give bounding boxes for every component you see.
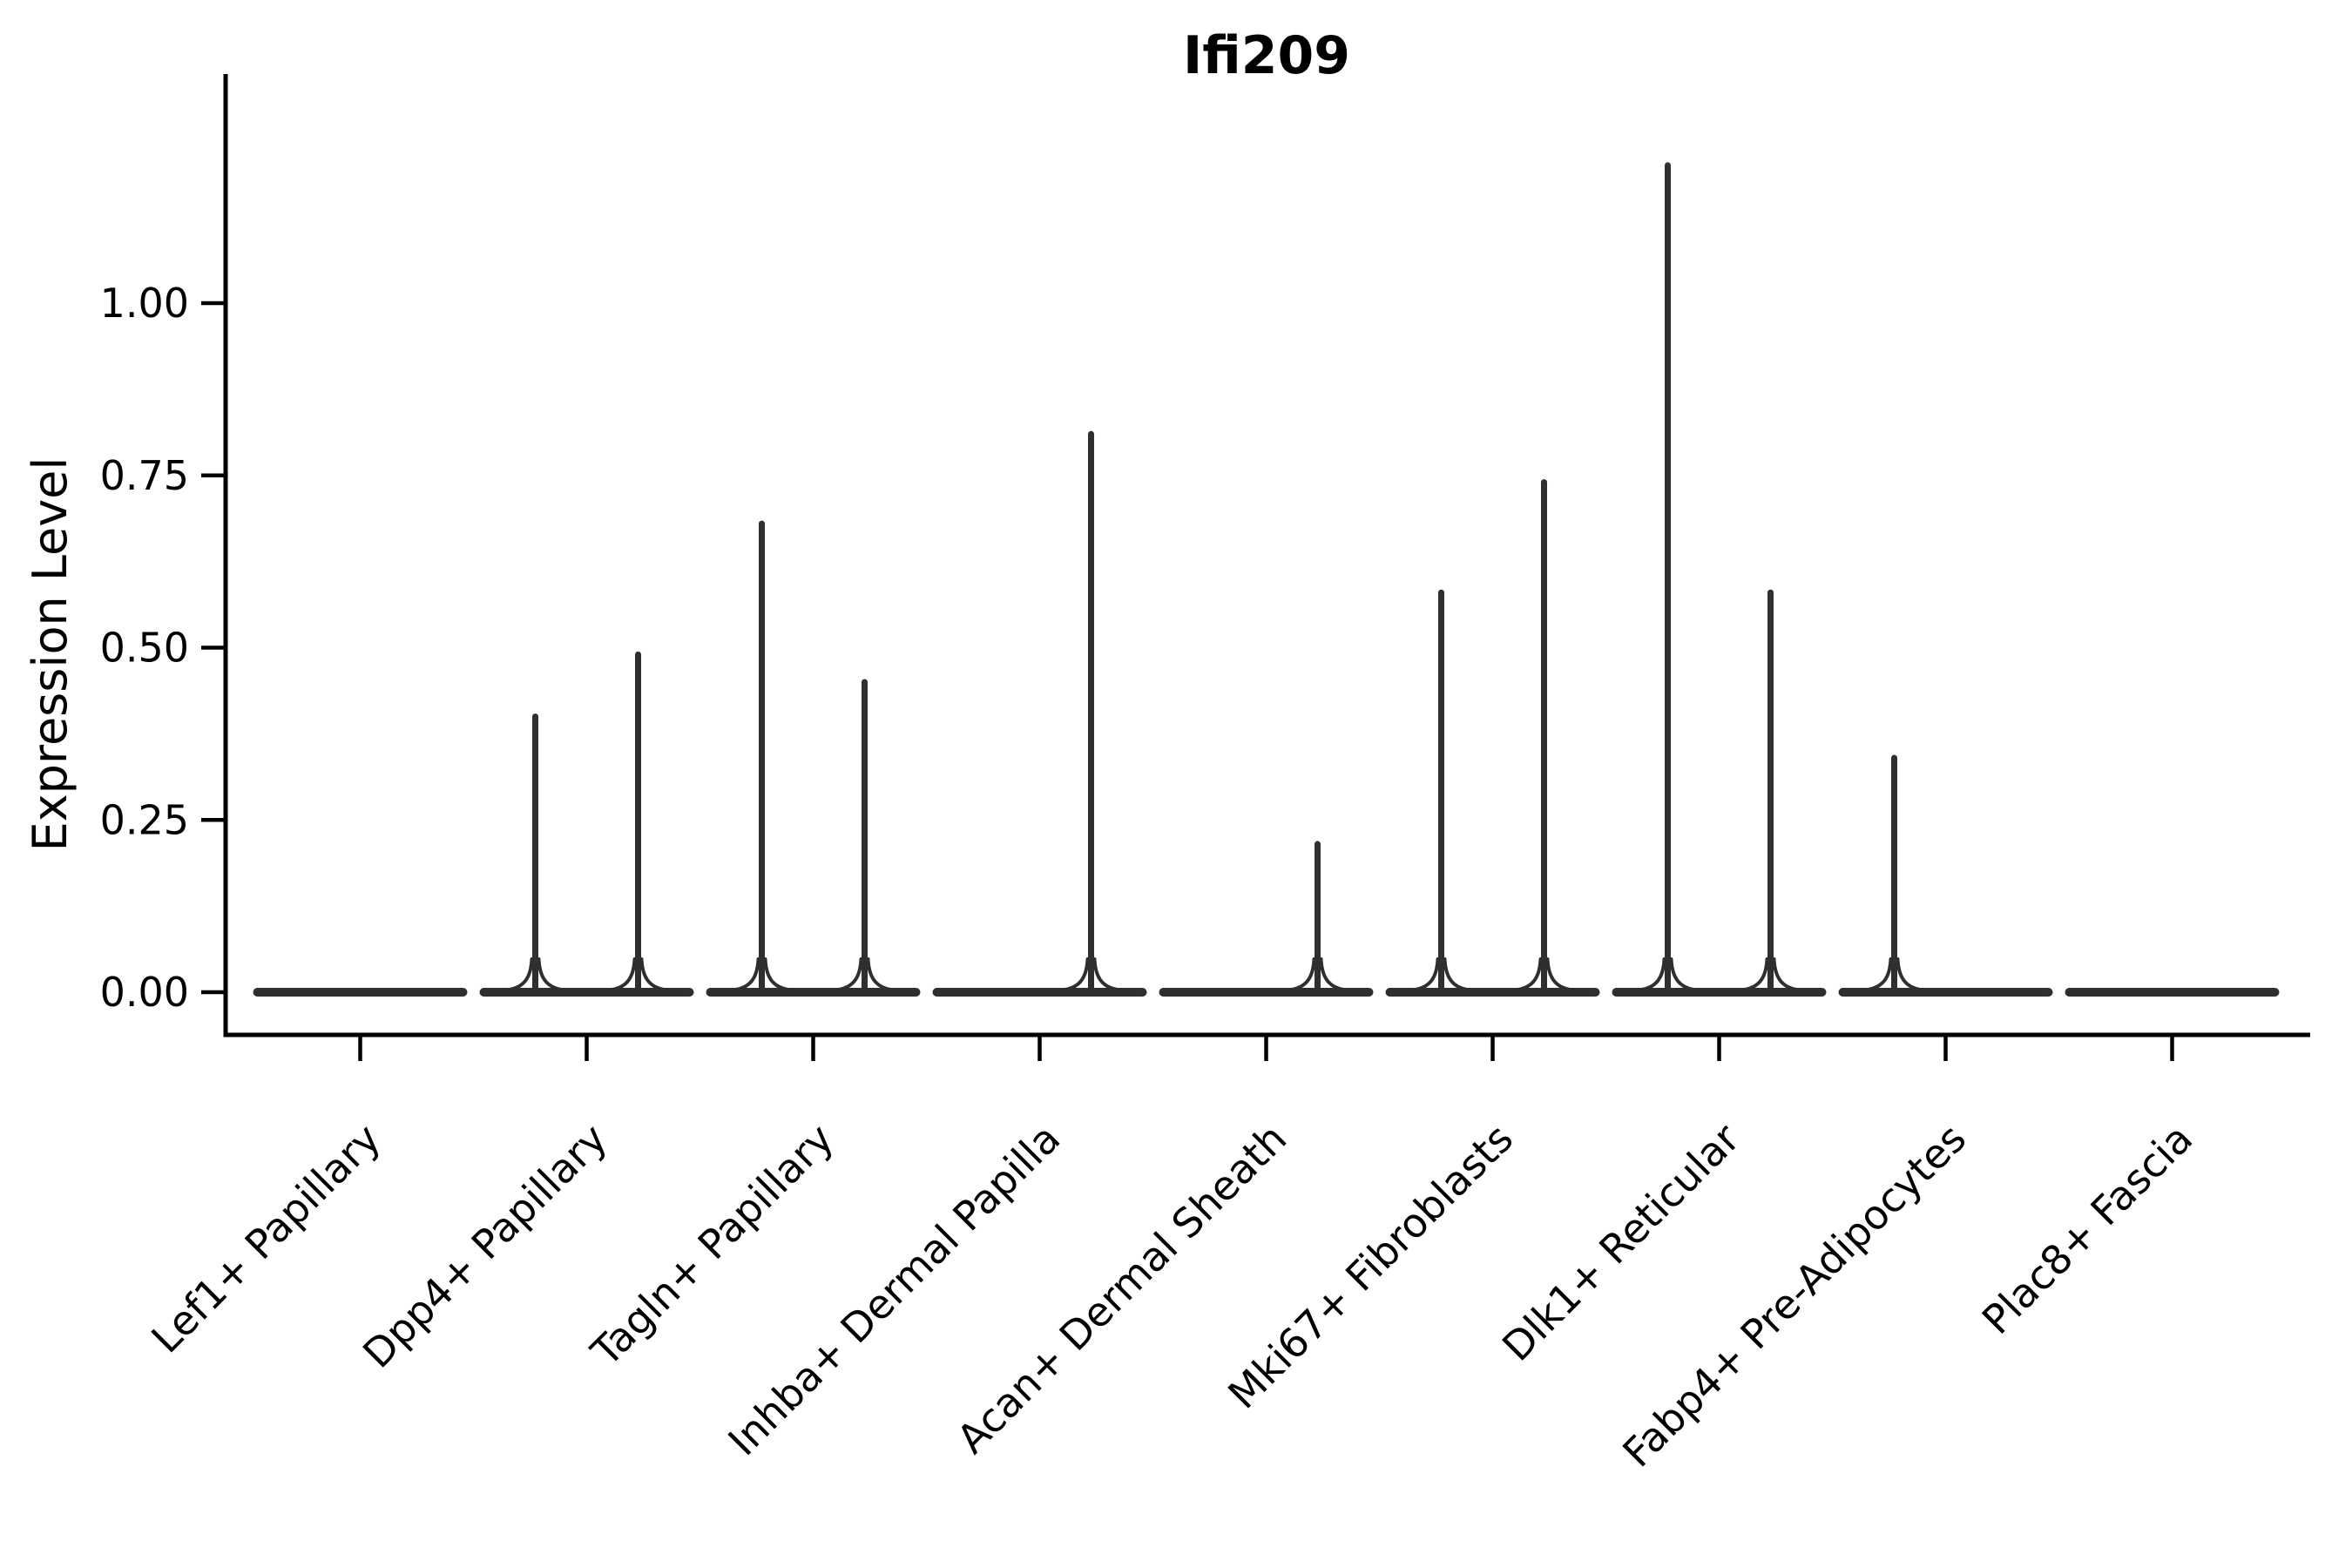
violin <box>1159 841 1374 997</box>
violin-base-flare <box>1516 957 1572 991</box>
y-axis-title: Expression Level <box>23 457 78 852</box>
x-tick-label: Dlk1+ Reticular <box>1493 1115 1748 1370</box>
violin-base-flare <box>1289 957 1346 991</box>
violin-base-flare <box>507 957 564 991</box>
violin-base-flare <box>1063 957 1119 991</box>
y-tick-label: 0.25 <box>100 796 189 843</box>
violin-base-flare <box>1639 957 1696 991</box>
y-tick-label: 0.00 <box>100 969 189 1016</box>
violin <box>706 520 921 997</box>
violin <box>479 651 694 997</box>
violin-base-flare <box>1866 957 1923 991</box>
x-tick-label: Plac8+ Fascia <box>1973 1115 2201 1343</box>
y-tick-label: 0.75 <box>100 452 189 499</box>
violin-base-flare <box>1742 957 1799 991</box>
violin <box>1385 479 1600 997</box>
y-tick-label: 1.00 <box>100 280 189 327</box>
violin-base-flare <box>733 957 790 991</box>
y-tick-label: 0.50 <box>100 625 189 672</box>
x-tick-label: Tagln+ Papillary <box>582 1115 843 1376</box>
violin-base-flare <box>610 957 666 991</box>
x-tick-label: Dpp4+ Papillary <box>354 1115 616 1377</box>
violin <box>932 430 1147 997</box>
x-tick-label: Lef1+ Papillary <box>142 1115 389 1362</box>
plot-layer: 0.00 0.25 0.50 0.75 1.00 Lef1+ PapillaryDpp4+… <box>100 74 2310 1477</box>
violin <box>1838 754 2053 997</box>
chart-title: Ifi209 <box>1183 25 1350 86</box>
violin-base-flare <box>836 957 893 991</box>
violin <box>1612 162 1827 997</box>
violin-base-flare <box>1413 957 1470 991</box>
